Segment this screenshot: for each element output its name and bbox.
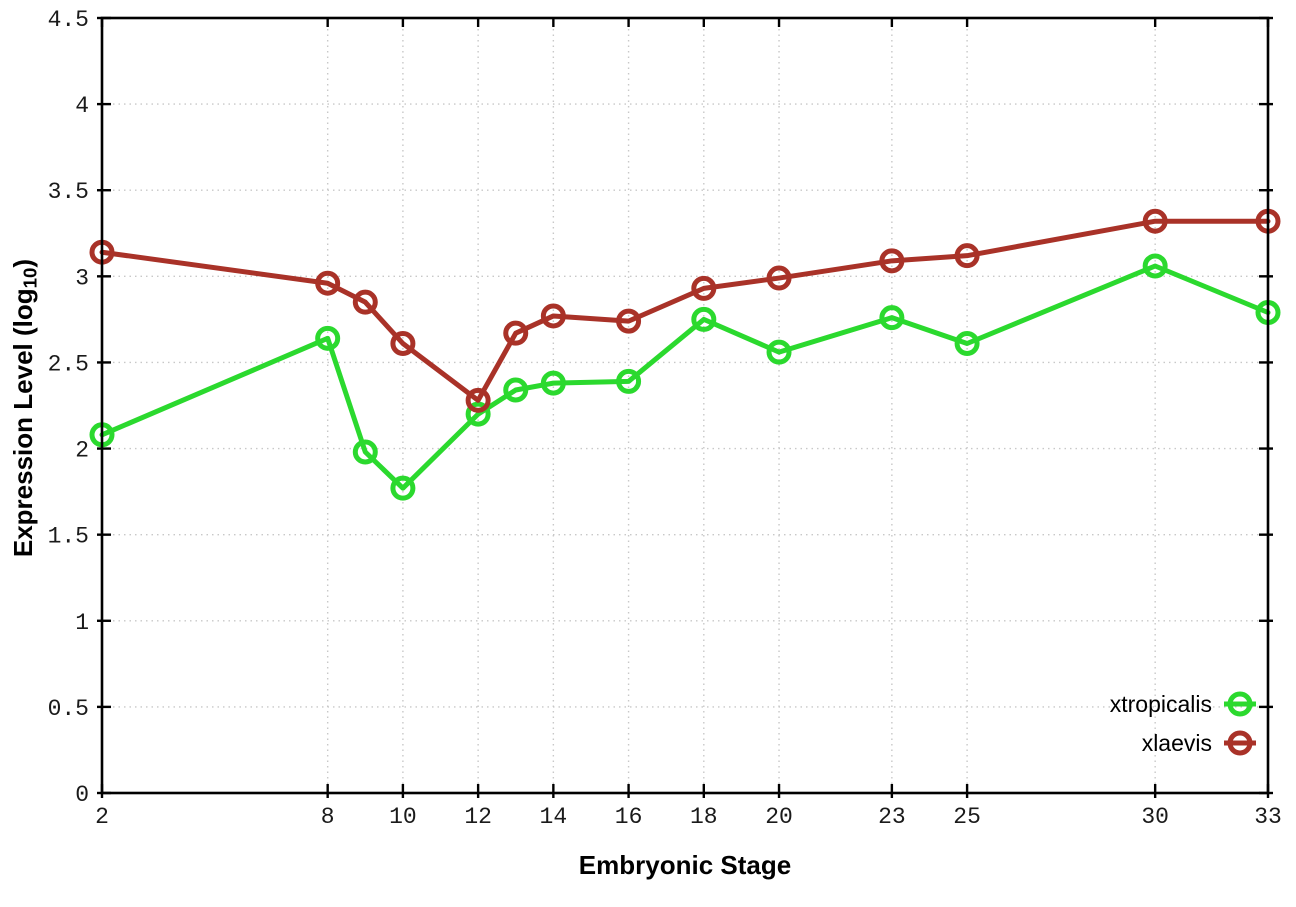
x-tick-label-18: 18 bbox=[690, 804, 718, 830]
data-point-xlaevis-stage-30 bbox=[1142, 208, 1168, 234]
legend: xtropicalis xlaevis bbox=[1110, 691, 1256, 756]
legend-entry-xtropicalis: xtropicalis bbox=[1110, 691, 1256, 717]
data-point-xtropicalis-stage-30 bbox=[1142, 253, 1168, 279]
series-line-xtropicalis bbox=[99, 263, 1271, 491]
y-tick-label-1: 1 bbox=[75, 610, 89, 636]
data-point-xtropicalis-stage-14 bbox=[540, 370, 566, 396]
y-tick-label-2: 2 bbox=[75, 438, 89, 464]
data-point-xlaevis-stage-8 bbox=[315, 270, 341, 296]
data-point-xlaevis-stage-10 bbox=[390, 331, 416, 356]
legend-entry-xlaevis: xlaevis bbox=[1142, 730, 1256, 756]
x-tick-label-12: 12 bbox=[464, 804, 492, 830]
data-point-xlaevis-stage-25 bbox=[954, 243, 980, 269]
data-point-xtropicalis-stage-9 bbox=[352, 439, 378, 465]
x-tick-label-14: 14 bbox=[540, 804, 568, 830]
y-tick-label-3.5: 3.5 bbox=[48, 179, 89, 205]
y-tick-label-0.5: 0.5 bbox=[48, 696, 89, 722]
data-point-xlaevis-stage-18 bbox=[691, 275, 717, 301]
legend-marker-xlaevis bbox=[1227, 730, 1253, 756]
series-xlaevis bbox=[89, 208, 1281, 413]
y-axis-title-main: Expression Level (log bbox=[8, 288, 38, 558]
data-point-xtropicalis-stage-10 bbox=[390, 475, 416, 501]
x-tick-label-23: 23 bbox=[878, 804, 906, 830]
x-tick-label-33: 33 bbox=[1254, 804, 1282, 830]
data-point-xtropicalis-stage-25 bbox=[954, 331, 980, 356]
data-point-xtropicalis-stage-13 bbox=[503, 377, 529, 403]
series-xtropicalis bbox=[89, 253, 1281, 501]
y-tick-label-1.5: 1.5 bbox=[48, 524, 89, 550]
data-point-xtropicalis-stage-12 bbox=[465, 401, 491, 427]
x-axis-title: Embryonic Stage bbox=[578, 850, 792, 880]
x-tick-label-10: 10 bbox=[389, 804, 417, 830]
y-axis-title: Expression Level (log10) bbox=[8, 158, 46, 658]
x-tick-label-16: 16 bbox=[615, 804, 643, 830]
x-tick-label-8: 8 bbox=[321, 804, 335, 830]
y-tick-label-0: 0 bbox=[75, 782, 89, 808]
series-line-xlaevis bbox=[99, 218, 1271, 403]
y-tick-label-2.5: 2.5 bbox=[48, 351, 89, 377]
x-tick-label-2: 2 bbox=[95, 804, 109, 830]
y-axis-title-subscript: 10 bbox=[19, 267, 41, 289]
data-point-xlaevis-stage-20 bbox=[766, 265, 792, 291]
legend-marker-xtropicalis bbox=[1227, 691, 1253, 717]
x-tick-label-20: 20 bbox=[765, 804, 793, 830]
data-point-xlaevis-stage-12 bbox=[465, 387, 491, 413]
legend-label-xlaevis: xlaevis bbox=[1142, 730, 1212, 756]
data-point-xlaevis-stage-16 bbox=[616, 308, 642, 334]
data-point-xlaevis-stage-14 bbox=[540, 303, 566, 329]
data-point-xtropicalis-stage-23 bbox=[879, 305, 905, 331]
x-tick-label-25: 25 bbox=[953, 804, 981, 830]
data-point-xlaevis-stage-13 bbox=[503, 320, 529, 346]
x-axis: 2 8 10 12 14 16 18 20 23 25 30 33 bbox=[95, 18, 1282, 830]
data-point-xlaevis-stage-9 bbox=[352, 289, 378, 315]
legend-label-xtropicalis: xtropicalis bbox=[1110, 691, 1212, 717]
y-tick-label-4.5: 4.5 bbox=[48, 7, 89, 33]
data-point-xlaevis-stage-23 bbox=[879, 248, 905, 274]
x-tick-label-30: 30 bbox=[1141, 804, 1169, 830]
data-point-xtropicalis-stage-8 bbox=[315, 325, 341, 351]
y-axis-title-close: ) bbox=[8, 258, 38, 268]
data-point-xtropicalis-stage-16 bbox=[616, 368, 642, 394]
data-point-xtropicalis-stage-20 bbox=[766, 339, 792, 365]
data-point-xtropicalis-stage-18 bbox=[691, 306, 717, 332]
y-tick-label-3: 3 bbox=[75, 265, 89, 291]
y-tick-label-4: 4 bbox=[75, 93, 89, 119]
plot-border bbox=[100, 16, 1270, 795]
y-axis: 0 0.5 1 1.5 2 2.5 3 3.5 4 4.5 bbox=[48, 7, 1273, 808]
